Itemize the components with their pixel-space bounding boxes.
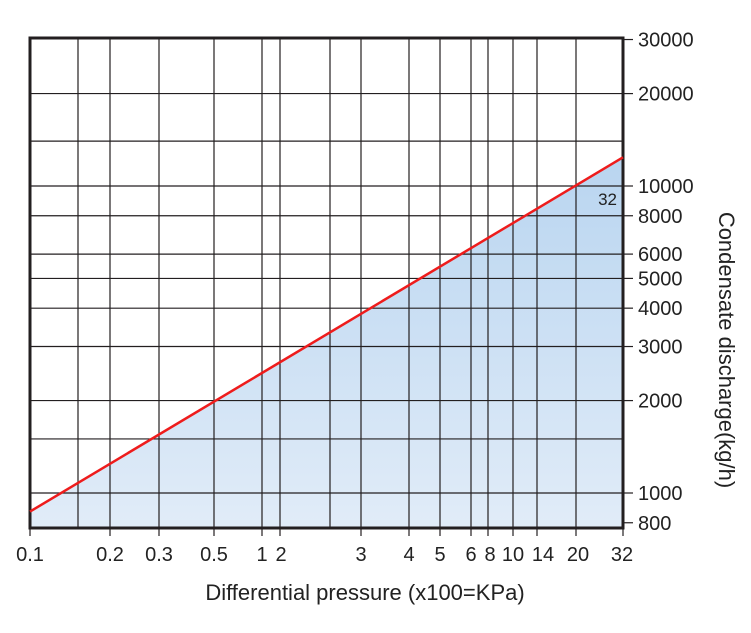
x-tick-label: 2 [275,544,286,566]
y-tick-label: 6000 [638,244,683,266]
x-tick-label: 0.2 [96,544,124,566]
y-tick-label: 3000 [638,337,683,359]
y-tick-label: 8000 [638,206,683,228]
x-tick-label: 14 [532,544,554,566]
y-tick-label: 4000 [638,298,683,320]
x-tick-label: 20 [567,544,589,566]
plot-frame [28,36,625,530]
y-tick-label: 10000 [638,176,694,198]
y-tick-label: 2000 [638,391,683,413]
y-tick-label: 5000 [638,268,683,290]
gridlines [29,38,624,528]
x-tick-label: 0.5 [200,544,228,566]
y-tick-label: 30000 [638,30,694,52]
y-tick-label: 20000 [638,84,694,106]
x-tick-label: 4 [403,544,414,566]
series-line-32 [29,156,624,513]
x-tick-label: 8 [484,544,495,566]
shaded-area [30,157,623,528]
y-axis-label: Condensate discharge(kg/h) [714,212,739,488]
x-tick-label: 0.3 [145,544,173,566]
y-tick-label: 800 [638,513,671,535]
x-tick-label: 32 [611,544,633,566]
x-tick-label: 0.1 [16,544,44,566]
x-tick-label: 1 [256,544,267,566]
x-tick-label: 5 [434,544,445,566]
series-label: 32 [598,190,617,209]
x-tick-label: 6 [465,544,476,566]
x-axis-label: Differential pressure (x100=KPa) [205,580,524,605]
y-tick-label: 1000 [638,483,683,505]
x-tick-label: 10 [502,544,524,566]
x-tick-label: 3 [355,544,366,566]
